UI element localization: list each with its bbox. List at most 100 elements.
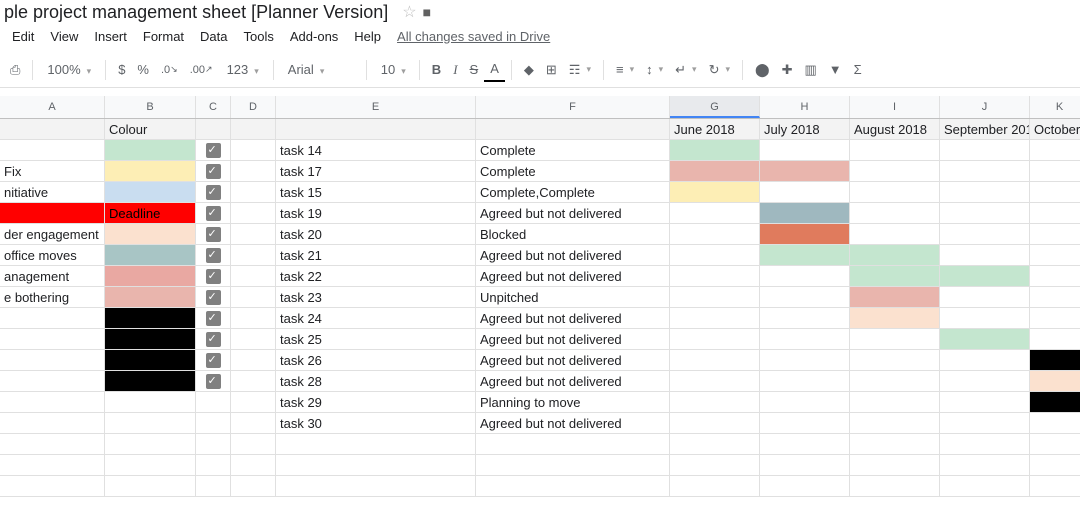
cell[interactable] — [105, 224, 196, 244]
cell[interactable] — [760, 224, 850, 244]
cell[interactable] — [1030, 182, 1080, 202]
cell[interactable]: task 20 — [276, 224, 476, 244]
col-header-K[interactable]: K — [1030, 96, 1080, 118]
rotate-icon[interactable]: ↻ — [703, 58, 736, 82]
chart-icon[interactable]: ▥ — [798, 58, 822, 82]
cell[interactable] — [760, 434, 850, 454]
cell[interactable] — [276, 434, 476, 454]
cell[interactable]: task 24 — [276, 308, 476, 328]
cell[interactable] — [231, 476, 276, 496]
cell[interactable] — [670, 182, 760, 202]
functions-icon[interactable]: Σ — [848, 58, 868, 81]
cell[interactable] — [1030, 371, 1080, 391]
cell[interactable] — [231, 266, 276, 286]
cell[interactable] — [0, 371, 105, 391]
v-align-icon[interactable]: ↕ — [640, 58, 669, 81]
cell[interactable] — [105, 392, 196, 412]
cell[interactable]: e bothering — [0, 287, 105, 307]
col-header-F[interactable]: F — [476, 96, 670, 118]
cell[interactable] — [670, 224, 760, 244]
cell[interactable]: task 14 — [276, 140, 476, 160]
cell[interactable]: Agreed but not delivered — [476, 371, 670, 391]
col-header-C[interactable]: C — [196, 96, 231, 118]
cell[interactable]: task 15 — [276, 182, 476, 202]
checkbox-icon[interactable] — [206, 290, 221, 305]
cell[interactable] — [1030, 434, 1080, 454]
cell[interactable]: Agreed but not delivered — [476, 203, 670, 223]
cell[interactable] — [105, 287, 196, 307]
number-format-select[interactable]: 123 — [219, 58, 267, 81]
col-header-H[interactable]: H — [760, 96, 850, 118]
cell[interactable] — [670, 203, 760, 223]
cell[interactable] — [105, 455, 196, 475]
cell[interactable]: Agreed but not delivered — [476, 266, 670, 286]
cell[interactable] — [105, 161, 196, 181]
cell[interactable] — [1030, 413, 1080, 433]
cell[interactable] — [760, 266, 850, 286]
cell[interactable]: task 22 — [276, 266, 476, 286]
cell[interactable]: task 17 — [276, 161, 476, 181]
checkbox-icon[interactable] — [206, 332, 221, 347]
cell[interactable] — [850, 371, 940, 391]
cell[interactable] — [670, 140, 760, 160]
cell[interactable]: anagement — [0, 266, 105, 286]
cell[interactable] — [850, 329, 940, 349]
cell[interactable] — [0, 350, 105, 370]
cell[interactable] — [105, 182, 196, 202]
cell[interactable] — [196, 455, 231, 475]
checkbox-icon[interactable] — [206, 311, 221, 326]
cell[interactable] — [850, 224, 940, 244]
strike-button[interactable]: S — [464, 58, 485, 81]
cell[interactable]: Complete,Complete — [476, 182, 670, 202]
cell[interactable] — [760, 182, 850, 202]
cell[interactable] — [1030, 308, 1080, 328]
cell[interactable] — [760, 203, 850, 223]
cell[interactable] — [670, 434, 760, 454]
menu-tools[interactable]: Tools — [236, 25, 282, 48]
cell[interactable] — [105, 434, 196, 454]
cell[interactable]: task 26 — [276, 350, 476, 370]
cell[interactable] — [196, 329, 231, 349]
cell[interactable] — [105, 245, 196, 265]
cell[interactable] — [231, 434, 276, 454]
cell[interactable] — [670, 329, 760, 349]
cell[interactable]: Agreed but not delivered — [476, 245, 670, 265]
cell[interactable]: Agreed but not delivered — [476, 329, 670, 349]
cell[interactable]: task 25 — [276, 329, 476, 349]
cell[interactable] — [231, 140, 276, 160]
cell[interactable]: task 28 — [276, 371, 476, 391]
cell[interactable] — [850, 203, 940, 223]
col-header-D[interactable]: D — [231, 96, 276, 118]
merge-icon[interactable]: ☶ — [563, 58, 597, 82]
cell[interactable] — [670, 476, 760, 496]
currency-button[interactable]: $ — [112, 58, 131, 81]
cell[interactable]: task 21 — [276, 245, 476, 265]
cell[interactable] — [940, 266, 1030, 286]
cell[interactable] — [760, 161, 850, 181]
cell[interactable] — [670, 392, 760, 412]
cell[interactable] — [476, 434, 670, 454]
cell[interactable] — [940, 224, 1030, 244]
borders-icon[interactable]: ⊞ — [540, 58, 563, 82]
checkbox-icon[interactable] — [206, 185, 221, 200]
cell[interactable] — [105, 140, 196, 160]
cell[interactable] — [940, 203, 1030, 223]
wrap-icon[interactable]: ↵ — [669, 58, 702, 82]
menu-format[interactable]: Format — [135, 25, 192, 48]
header-cell[interactable]: July 2018 — [760, 119, 850, 139]
checkbox-icon[interactable] — [206, 227, 221, 242]
text-color-button[interactable]: A — [484, 57, 505, 82]
cell[interactable]: task 29 — [276, 392, 476, 412]
folder-icon[interactable]: ■ — [423, 4, 431, 20]
cell[interactable] — [760, 140, 850, 160]
cell[interactable] — [196, 392, 231, 412]
cell[interactable] — [196, 161, 231, 181]
cell[interactable] — [670, 245, 760, 265]
cell[interactable] — [940, 434, 1030, 454]
cell[interactable] — [850, 308, 940, 328]
spreadsheet-grid[interactable]: ABCDEFGHIJK ColourJune 2018July 2018Augu… — [0, 88, 1080, 497]
cell[interactable] — [196, 287, 231, 307]
cell[interactable] — [0, 203, 105, 223]
cell[interactable]: Agreed but not delivered — [476, 308, 670, 328]
cell[interactable] — [1030, 224, 1080, 244]
